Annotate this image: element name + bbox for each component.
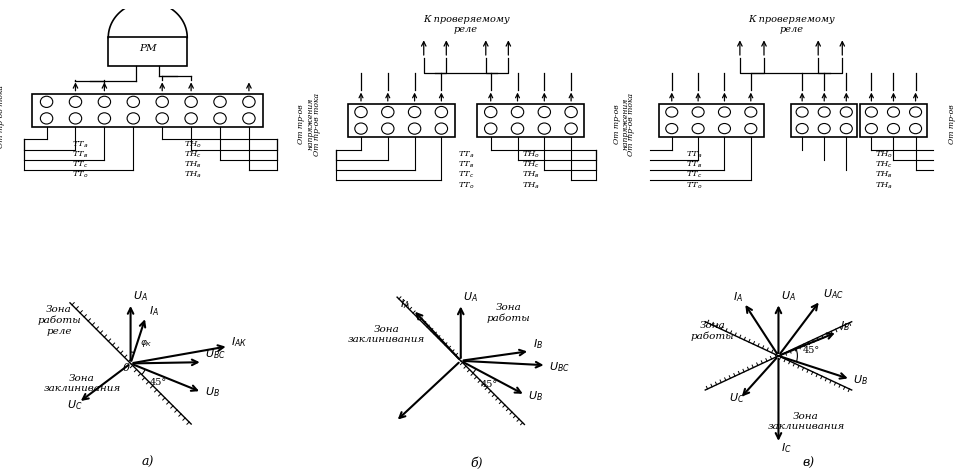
Text: Зона
работы
реле: Зона работы реле xyxy=(37,305,81,336)
Text: $U_A$: $U_A$ xyxy=(781,289,796,303)
Text: 45°: 45° xyxy=(481,380,498,389)
Text: $U_B$: $U_B$ xyxy=(528,389,543,403)
Text: $\varphi_К$: $\varphi_К$ xyxy=(140,338,152,349)
Text: ТН$_в$: ТН$_в$ xyxy=(522,170,540,180)
Text: Зона
заклинивания: Зона заклинивания xyxy=(768,412,845,431)
Text: ТТ$_в$: ТТ$_в$ xyxy=(685,160,702,170)
Text: $U_{AC}$: $U_{AC}$ xyxy=(823,288,844,302)
Text: ТН$_с$: ТН$_с$ xyxy=(522,160,540,170)
Text: $I_A$: $I_A$ xyxy=(732,290,743,304)
Text: От тр-ов
напряжения: От тр-ов напряжения xyxy=(948,98,956,150)
Text: ТН$_о$: ТН$_о$ xyxy=(185,139,203,150)
Text: ТТ$_с$: ТТ$_с$ xyxy=(458,170,474,180)
Text: $U_A$: $U_A$ xyxy=(134,289,148,303)
Text: Зона
работы: Зона работы xyxy=(487,303,531,323)
Text: Зона
заклинивания: Зона заклинивания xyxy=(348,325,425,344)
Bar xyxy=(108,37,187,66)
Text: ТН$_с$: ТН$_с$ xyxy=(185,150,203,160)
Text: От тр-ов
напряжения: От тр-ов напряжения xyxy=(613,98,630,150)
Text: ТТ$_о$: ТТ$_о$ xyxy=(72,170,88,180)
Text: $I_C$: $I_C$ xyxy=(781,441,793,455)
Text: ТТ$_а$: ТТ$_а$ xyxy=(685,150,702,160)
Text: $U_C$: $U_C$ xyxy=(728,391,745,405)
Text: 0: 0 xyxy=(122,363,130,373)
Text: $U_B$: $U_B$ xyxy=(205,386,220,399)
Text: б): б) xyxy=(470,457,483,470)
Text: ТТ$_а$: ТТ$_а$ xyxy=(458,150,474,160)
Text: $U_{BC}$: $U_{BC}$ xyxy=(205,347,226,361)
Text: ТН$_в$: ТН$_в$ xyxy=(876,170,894,180)
Text: $I_A$: $I_A$ xyxy=(400,297,410,311)
Text: $U_{BC}$: $U_{BC}$ xyxy=(549,361,570,374)
Text: От тр-ов тока: От тр-ов тока xyxy=(0,85,5,148)
Text: РМ: РМ xyxy=(139,44,157,53)
Text: ТТ$_в$: ТТ$_в$ xyxy=(458,160,474,170)
Text: ТН$_с$: ТН$_с$ xyxy=(876,160,894,170)
Text: Зона
работы: Зона работы xyxy=(691,320,735,341)
Text: ТТ$_с$: ТТ$_с$ xyxy=(685,170,702,180)
Text: $I_A$: $I_A$ xyxy=(149,304,159,318)
Text: в): в) xyxy=(803,457,815,470)
Text: ТН$_о$: ТН$_о$ xyxy=(522,150,541,160)
Text: От тр-ов тока: От тр-ов тока xyxy=(313,93,320,156)
Text: $U_A$: $U_A$ xyxy=(464,290,478,303)
Text: а): а) xyxy=(141,456,154,469)
Text: ТН$_о$: ТН$_о$ xyxy=(876,150,894,160)
Text: ТТ$_в$: ТТ$_в$ xyxy=(72,150,88,160)
Text: К проверяемому
реле: К проверяемому реле xyxy=(423,15,510,34)
Text: ТН$_а$: ТН$_а$ xyxy=(522,180,541,191)
Text: $I_B$: $I_B$ xyxy=(840,319,851,333)
Text: ТН$_а$: ТН$_а$ xyxy=(185,170,203,180)
Text: $I_{АК}$: $I_{АК}$ xyxy=(231,335,248,349)
Text: ТТ$_с$: ТТ$_с$ xyxy=(72,160,88,170)
Text: $U_C$: $U_C$ xyxy=(67,398,82,412)
Bar xyxy=(792,104,858,137)
Text: $U_B$: $U_B$ xyxy=(853,373,868,387)
Bar xyxy=(659,104,764,137)
Text: От тр-ов
напряжения: От тр-ов напряжения xyxy=(297,98,315,150)
Bar xyxy=(860,104,926,137)
Text: $I_B$: $I_B$ xyxy=(533,337,543,351)
Bar xyxy=(33,93,263,126)
Text: От тр-ов тока: От тр-ов тока xyxy=(627,93,636,156)
Text: К проверяемому
реле: К проверяемому реле xyxy=(748,15,835,34)
Text: ТТ$_о$: ТТ$_о$ xyxy=(458,180,474,191)
Text: ТТ$_о$: ТТ$_о$ xyxy=(685,180,703,191)
Text: ТН$_в$: ТН$_в$ xyxy=(185,160,203,170)
Bar xyxy=(477,104,584,137)
Bar xyxy=(348,104,455,137)
Text: ТН$_а$: ТН$_а$ xyxy=(876,180,894,191)
Text: Зона
заклинивания: Зона заклинивания xyxy=(43,374,120,393)
Text: 45°: 45° xyxy=(803,346,820,355)
Text: 45°: 45° xyxy=(149,378,166,387)
Text: ТТ$_а$: ТТ$_а$ xyxy=(72,139,88,150)
